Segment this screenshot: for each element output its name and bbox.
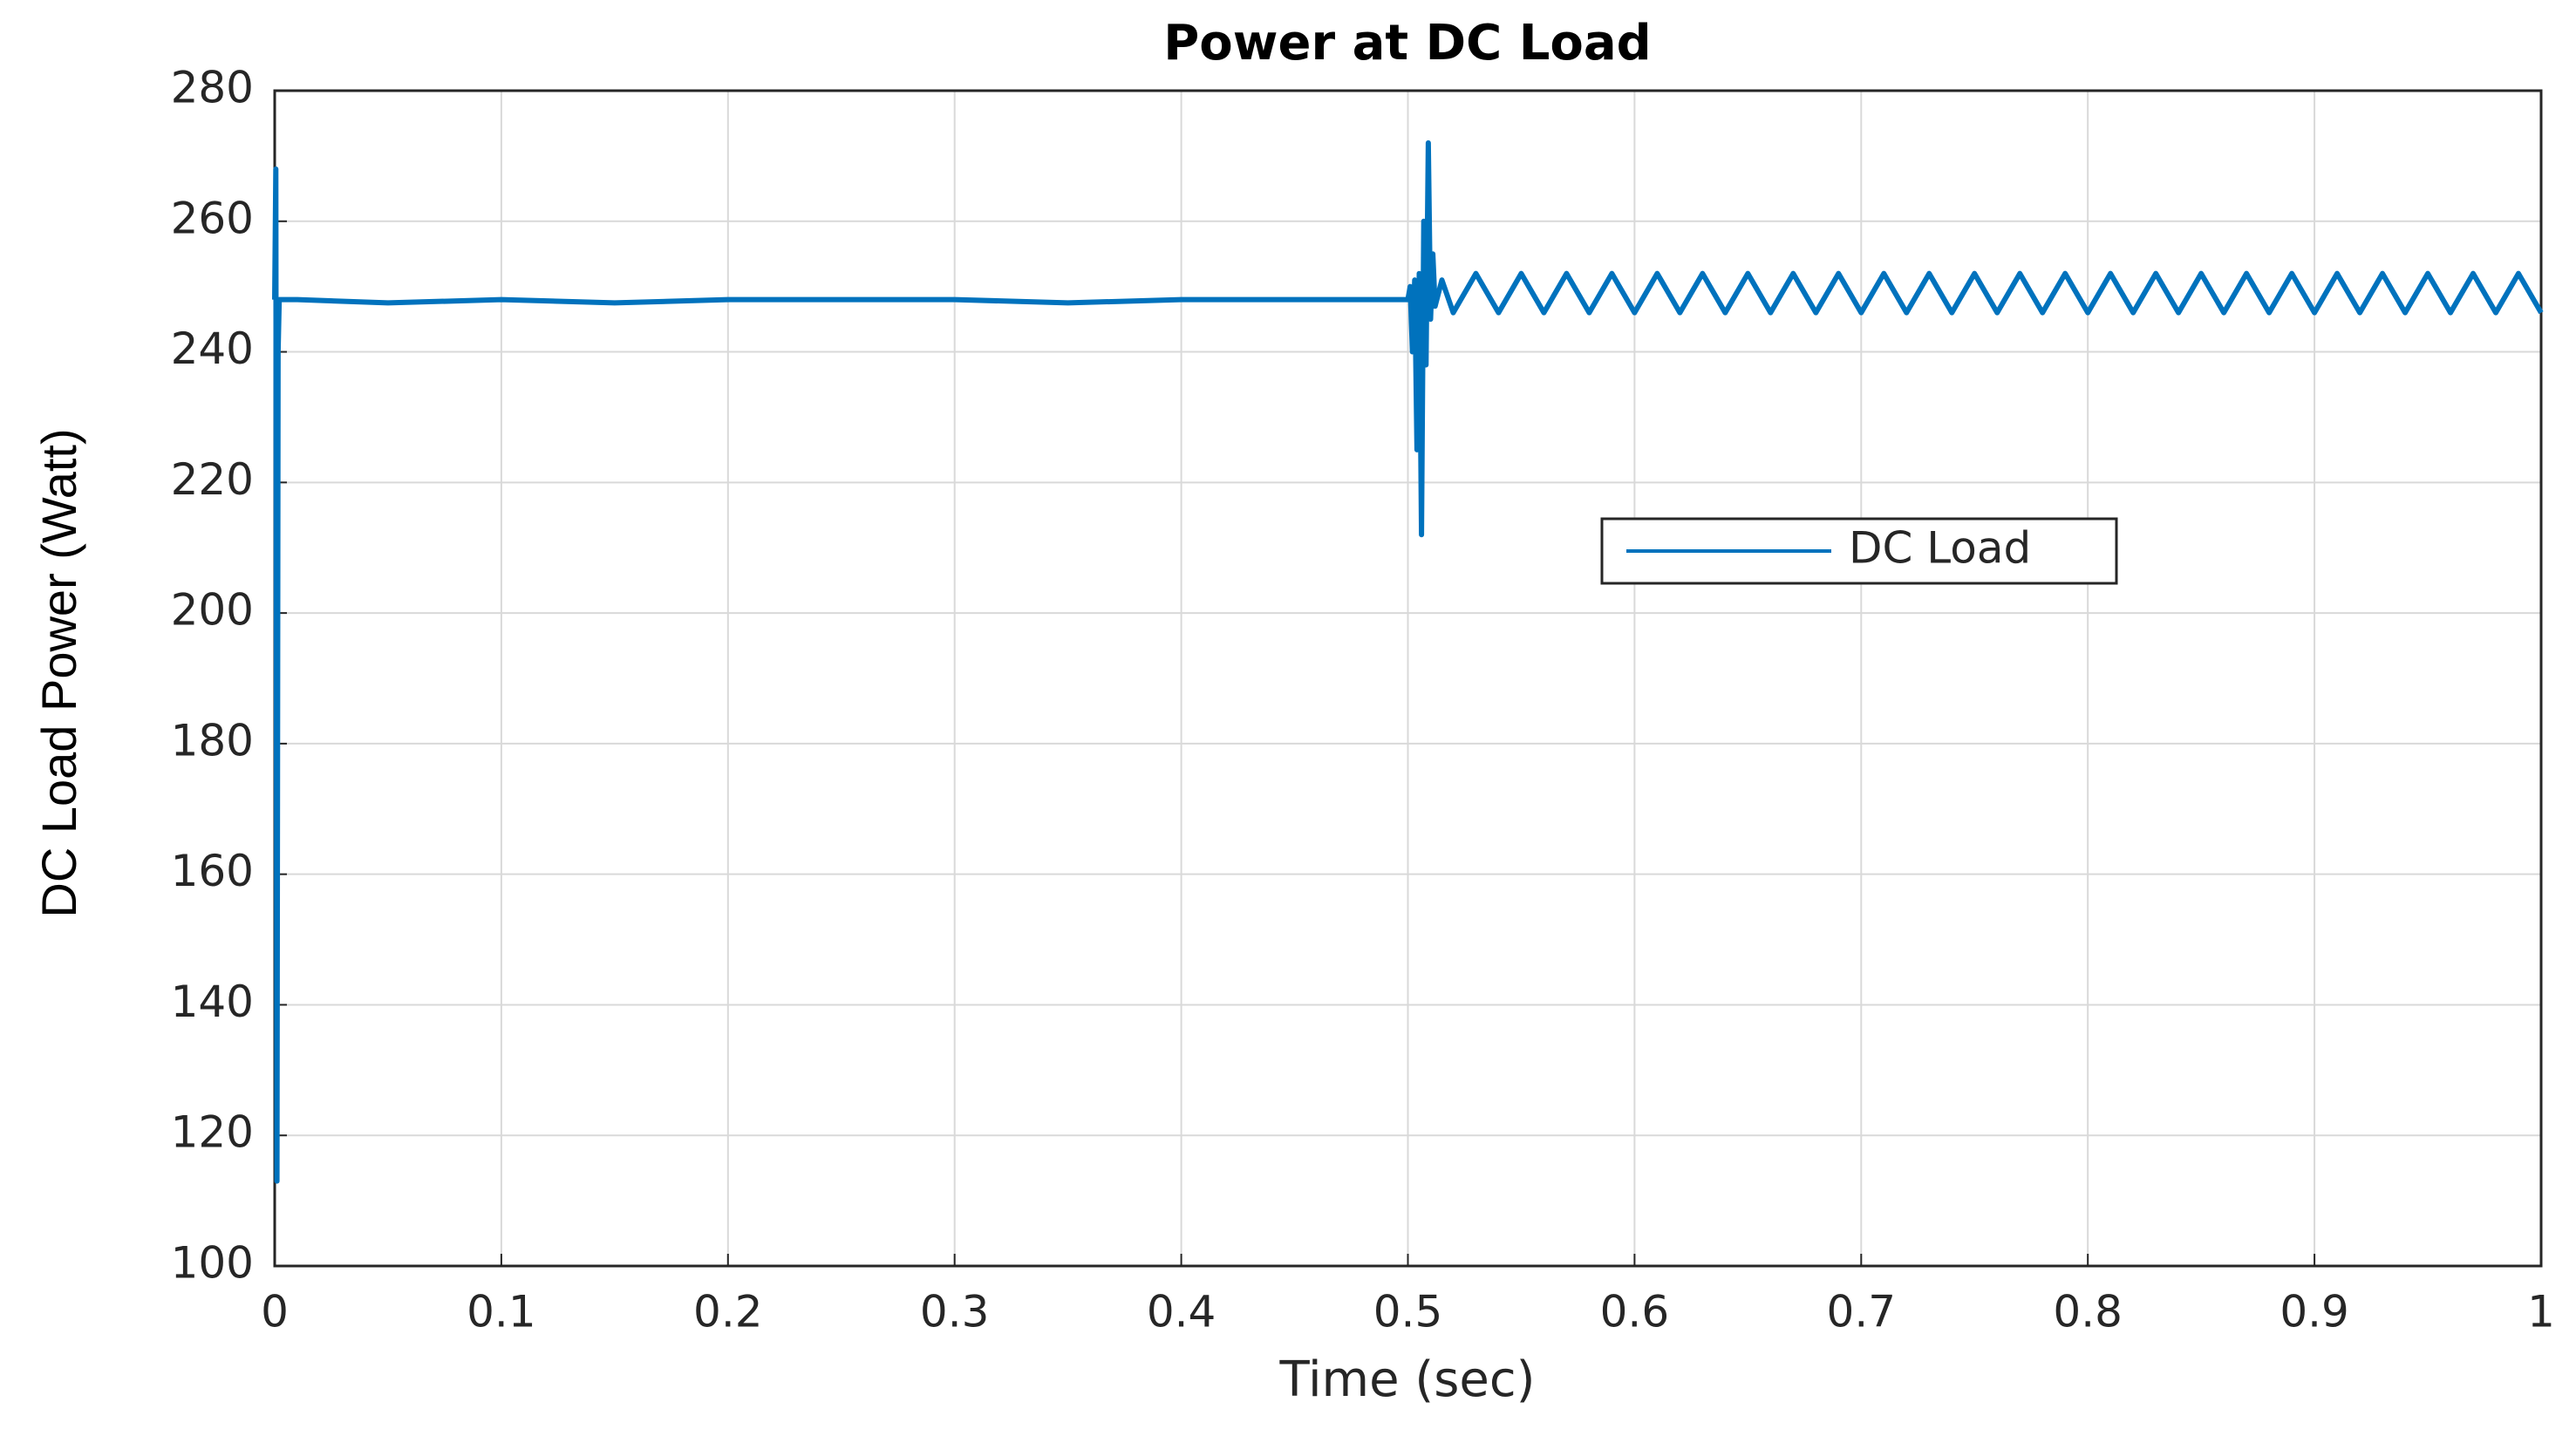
- y-tick-label: 100: [171, 1238, 254, 1289]
- x-tick-label: 0.4: [1147, 1287, 1216, 1337]
- x-tick-label: 0.5: [1373, 1287, 1443, 1337]
- x-tick-label: 1: [2527, 1287, 2555, 1337]
- y-axis-label: DC Load Power (Watt): [31, 428, 86, 917]
- chart-title: Power at DC Load: [1163, 15, 1652, 71]
- y-tick-label: 220: [171, 454, 254, 505]
- y-tick-label: 140: [171, 977, 254, 1027]
- y-tick-label: 180: [171, 715, 254, 766]
- x-tick-label: 0.1: [467, 1287, 536, 1337]
- x-tick-label: 0.6: [1600, 1287, 1670, 1337]
- x-tick-label: 0.9: [2280, 1287, 2349, 1337]
- x-tick-label: 0.8: [2053, 1287, 2123, 1337]
- y-tick-label: 120: [171, 1107, 254, 1158]
- y-tick-label: 260: [171, 193, 254, 243]
- x-axis-label: Time (sec): [1279, 1351, 1536, 1408]
- x-tick-label: 0: [261, 1287, 289, 1337]
- legend-label: DC Load: [1849, 523, 2031, 574]
- y-tick-label: 200: [171, 585, 254, 636]
- legend: DC Load: [1600, 517, 2118, 585]
- x-tick-label: 0.2: [693, 1287, 763, 1337]
- y-tick-label: 240: [171, 323, 254, 374]
- data-line: [272, 140, 2544, 1184]
- y-tick-label: 160: [171, 846, 254, 896]
- y-tick-label: 280: [171, 63, 254, 113]
- x-tick-label: 0.3: [920, 1287, 990, 1337]
- x-tick-label: 0.7: [1827, 1287, 1897, 1337]
